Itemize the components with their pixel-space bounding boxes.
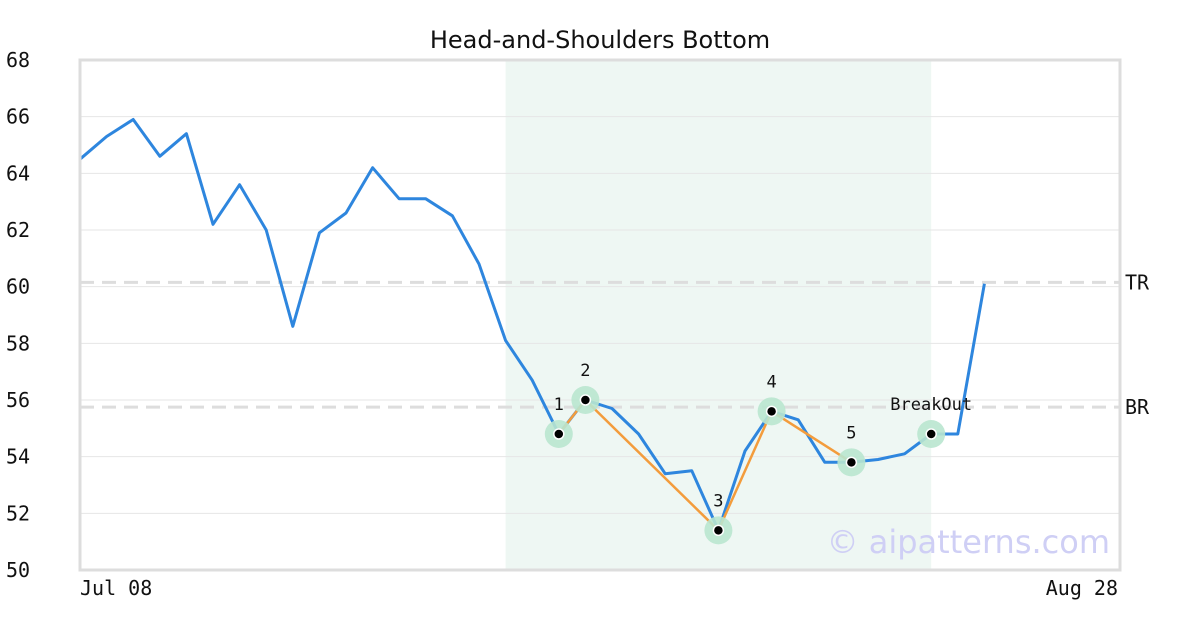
- y-tick-label: 66: [6, 105, 30, 129]
- y-tick-label: 64: [6, 161, 30, 185]
- x-tick-label-end: Aug 28: [1046, 576, 1118, 600]
- reference-label-br: BR: [1125, 395, 1150, 419]
- y-tick-label: 60: [6, 275, 30, 299]
- pattern-point-label-2: 2: [580, 361, 590, 381]
- y-tick-label: 62: [6, 218, 30, 242]
- pattern-point-breakout: [925, 428, 937, 440]
- y-tick-label: 68: [6, 48, 30, 72]
- y-tick-label: 56: [6, 388, 30, 412]
- pattern-point-label-breakout: BreakOut: [890, 395, 972, 415]
- pattern-point-3: [712, 524, 725, 537]
- pattern-point-label-3: 3: [713, 491, 723, 511]
- chart-text: Head-and-Shoulders Bottom Jul 08 Aug 28 …: [6, 26, 1150, 600]
- price-series: [79, 118, 986, 532]
- y-tick-label: 54: [6, 445, 30, 469]
- chart-title: Head-and-Shoulders Bottom: [430, 26, 770, 54]
- plot-frame: [78, 58, 1122, 572]
- pattern-point-5: [845, 456, 858, 469]
- reference-label-tr: TR: [1125, 270, 1150, 294]
- y-tick-label: 58: [6, 331, 30, 355]
- y-tick-label: 52: [6, 501, 30, 525]
- reference-lines: [80, 280, 1120, 409]
- watermark: © aipatterns.com: [827, 523, 1110, 561]
- pattern-point-1: [553, 428, 565, 440]
- x-tick-label-start: Jul 08: [80, 576, 152, 600]
- pattern-point-2: [579, 394, 592, 406]
- pattern-markers: [544, 386, 946, 545]
- pattern-point-label-5: 5: [846, 423, 856, 443]
- plot-background: [505, 60, 932, 570]
- series-line-0: [79, 118, 986, 532]
- pattern-point-label-1: 1: [554, 395, 564, 415]
- pattern-point-label-4: 4: [766, 372, 776, 392]
- pattern-point-4: [765, 405, 778, 418]
- pattern-shaded-region: [505, 60, 932, 570]
- plot-border: [78, 58, 1122, 572]
- y-tick-label: 50: [6, 558, 30, 582]
